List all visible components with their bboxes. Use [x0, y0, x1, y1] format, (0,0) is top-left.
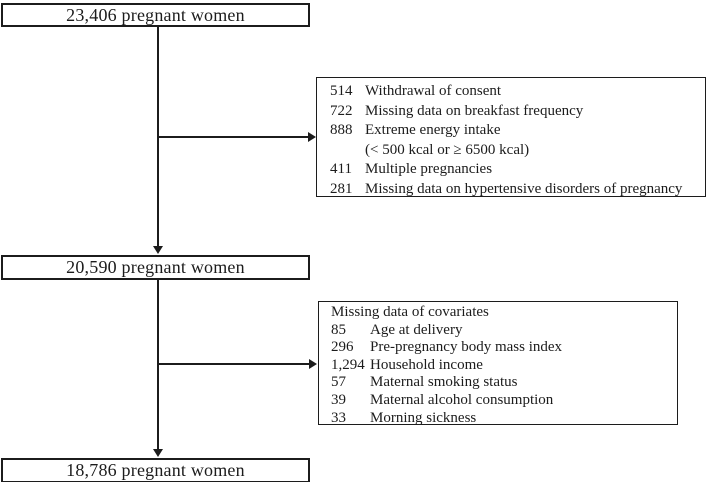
exclusion-count: 33 [331, 409, 346, 426]
exclusion-box-second: Missing data of covariates 85 Age at del… [318, 301, 678, 428]
exclusion-label: Maternal smoking status [370, 374, 518, 391]
exclusion-label: Morning sickness [370, 409, 477, 426]
arrowhead-right-icon [309, 359, 317, 369]
exclusion-row: (< 500 kcal or ≥ 6500 kcal) [330, 141, 699, 161]
exclusion-count [330, 141, 365, 161]
exclusion-label: Withdrawal of consent [365, 83, 502, 99]
exclusion-label: Missing data on breakfast frequency [365, 102, 584, 119]
flow-box-after-first-exclusion: 20,590 pregnant women [1, 255, 310, 280]
exclusion-label: Household income [370, 356, 483, 373]
exclusion-row: 281 Missing data on hypertensive disorde… [330, 180, 699, 200]
flow-box-label: 20,590 pregnant women [66, 257, 245, 277]
exclusion-row: 1,294 Household income [331, 357, 671, 375]
exclusion-row: 85 Age at delivery [331, 322, 671, 340]
exclusion-label: Pre-pregnancy body mass index [370, 339, 563, 356]
exclusion-count: 39 [331, 391, 346, 408]
arrowhead-down-icon [153, 246, 163, 254]
exclusion-row: 411 Multiple pregnancies [330, 160, 699, 180]
exclusion-count: 1,294 [331, 356, 365, 373]
flow-box-label: 18,786 pregnant women [66, 460, 245, 480]
exclusion-box-header: Missing data of covariates [331, 304, 489, 320]
arrowhead-down-icon [153, 449, 163, 457]
exclusion-row: 33 Morning sickness [331, 410, 671, 428]
flow-box-final-cohort: 18,786 pregnant women [1, 458, 310, 482]
flow-box-initial-cohort: 23,406 pregnant women [1, 3, 310, 27]
exclusion-count: 296 [331, 339, 354, 356]
exclusion-box-first: 514 Withdrawal of consent 722 Missing da… [316, 77, 706, 197]
arrowhead-right-icon [308, 132, 316, 142]
connector-vertical-2 [157, 280, 159, 449]
exclusion-count: 57 [331, 374, 346, 391]
exclusion-label: Maternal alcohol consumption [370, 391, 554, 408]
exclusion-count: 722 [330, 102, 353, 119]
exclusion-count: 514 [330, 83, 353, 99]
exclusion-count: 85 [331, 321, 346, 338]
exclusion-label: Extreme energy intake [365, 122, 501, 138]
exclusion-row: 514 Withdrawal of consent [330, 82, 699, 102]
exclusion-count: 281 [330, 180, 353, 197]
connector-branch-1 [157, 136, 308, 138]
exclusion-row: 888 Extreme energy intake [330, 121, 699, 141]
exclusion-row: 722 Missing data on breakfast frequency [330, 102, 699, 122]
exclusion-row: 57 Maternal smoking status [331, 374, 671, 392]
exclusion-row: 296 Pre-pregnancy body mass index [331, 339, 671, 357]
exclusion-count: 888 [330, 122, 353, 138]
exclusion-row: 39 Maternal alcohol consumption [331, 392, 671, 410]
exclusion-label: (< 500 kcal or ≥ 6500 kcal) [365, 141, 530, 158]
flow-box-label: 23,406 pregnant women [66, 4, 245, 25]
exclusion-label: Multiple pregnancies [365, 161, 493, 177]
connector-branch-2 [157, 363, 309, 365]
exclusion-label: Missing data on hypertensive disorders o… [365, 180, 683, 197]
exclusion-count: 411 [330, 161, 352, 177]
exclusion-label: Age at delivery [370, 321, 463, 338]
